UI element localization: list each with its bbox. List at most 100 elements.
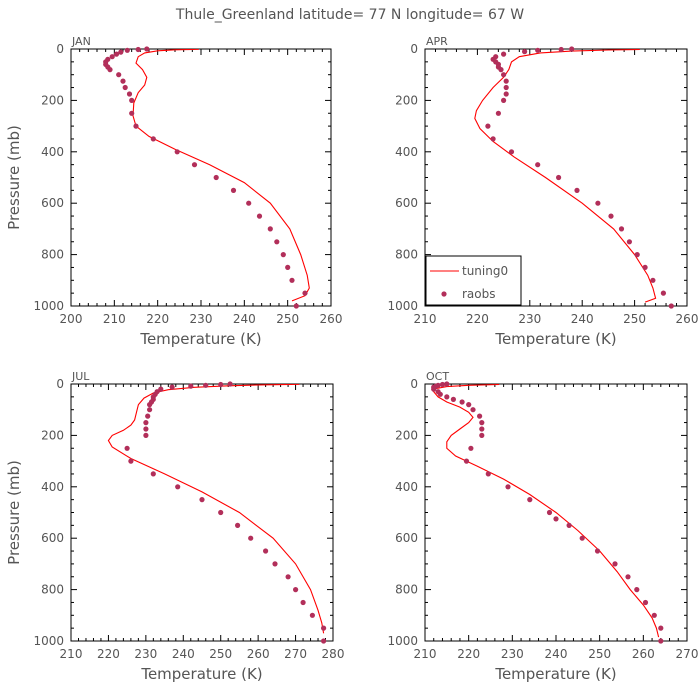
model-line-jul [107, 384, 325, 634]
obs-point [143, 432, 149, 438]
obs-point [203, 382, 209, 388]
obs-point [145, 413, 151, 419]
obs-point [612, 561, 618, 567]
obs-point [668, 303, 674, 309]
obs-point [113, 51, 120, 57]
y-tick-label: 600 [395, 531, 418, 545]
obs-point [129, 97, 135, 103]
obs-point [658, 638, 664, 644]
y-tick-label: 1000 [387, 299, 418, 313]
panel-title: APR [426, 35, 448, 48]
y-tick-label: 0 [410, 42, 418, 56]
obs-point [213, 174, 219, 181]
obs-point [107, 67, 113, 73]
obs-point [650, 277, 656, 283]
x-tick-label: 210 [103, 312, 126, 326]
y-tick-label: 400 [41, 145, 64, 159]
legend-box [425, 255, 522, 306]
obs-point [128, 458, 134, 464]
x-tick-label: 250 [209, 647, 232, 661]
obs-point [468, 445, 474, 451]
obs-point [535, 47, 541, 53]
y-tick-label: 800 [41, 248, 64, 262]
y-tick-label: 600 [41, 531, 64, 545]
x-tick-label: 260 [676, 312, 699, 326]
obs-point [558, 46, 564, 53]
obs-point [235, 522, 241, 529]
obs-point [658, 625, 664, 631]
obs-point [218, 509, 224, 516]
obs-point [293, 587, 299, 593]
obs-point [150, 471, 156, 477]
y-tick-label: 0 [56, 42, 64, 56]
x-tick-label: 270 [676, 647, 699, 661]
obs-point [501, 51, 507, 57]
chart-panel-oct: 210 220 230 240 250 260 270 0 200 400 600 800 1000 OC… [387, 370, 698, 683]
obs-point [470, 407, 476, 413]
obs-point [129, 110, 135, 116]
obs-point [444, 394, 450, 400]
y-tick-label: 0 [410, 377, 418, 391]
obs-point [522, 49, 528, 55]
x-tick-label: 250 [276, 312, 299, 326]
obs-point [321, 625, 327, 631]
plot-frame [70, 48, 332, 307]
obs-point [501, 97, 507, 103]
y-tick-label: 800 [395, 583, 418, 597]
obs-point [466, 402, 472, 408]
obs-point [143, 420, 149, 426]
obs-point [495, 110, 501, 116]
obs-point [293, 303, 299, 309]
legend-marker-swatch [441, 291, 447, 297]
y-tick-label: 0 [56, 377, 64, 391]
obs-point [437, 391, 443, 397]
x-tick-label: 210 [414, 647, 437, 661]
obs-point [594, 548, 601, 554]
obs-point [246, 200, 252, 206]
obs-point [444, 381, 450, 387]
obs-point [285, 264, 291, 270]
obs-point [450, 396, 456, 402]
obs-point [608, 213, 614, 219]
x-tick-label: 260 [320, 312, 343, 326]
y-axis-label: Pressure (mb) [5, 125, 23, 230]
obs-point [199, 497, 205, 503]
chart-panel-jan: 200 210 220 230 240 250 260 0 200 400 600 800 1000 JA… [5, 35, 342, 348]
x-tick-label: 220 [457, 647, 480, 661]
x-tick-label: 230 [190, 312, 213, 326]
chart-panel-apr: 210 220 230 240 250 260 0 200 400 600 800 1000 APR Te… [387, 35, 698, 348]
obs-point [501, 72, 507, 78]
obs-point [191, 162, 198, 168]
legend-label-model: tuning0 [462, 264, 508, 278]
obs-point [300, 599, 306, 606]
obs-point [135, 46, 141, 53]
x-axis-label: Temperature (K) [139, 330, 261, 348]
obs-point [248, 535, 254, 541]
x-tick-label: 270 [284, 647, 307, 661]
obs-point [122, 84, 128, 91]
x-tick-label: 250 [588, 647, 611, 661]
plot-frame [70, 383, 334, 642]
y-tick-label: 600 [41, 196, 64, 210]
obs-point [218, 381, 224, 388]
y-tick-label: 400 [395, 145, 418, 159]
y-tick-label: 200 [395, 428, 418, 442]
figure-title: Thule_Greenland latitude= 77 N longitude… [175, 7, 524, 23]
obs-point [546, 509, 553, 516]
x-axis-label: Temperature (K) [494, 330, 616, 348]
obs-point [642, 264, 648, 270]
x-tick-label: 240 [571, 312, 594, 326]
obs-point [118, 49, 124, 55]
x-tick-label: 200 [60, 312, 83, 326]
obs-point [566, 522, 572, 529]
obs-point [175, 484, 181, 490]
chart-panels: 200 210 220 230 240 250 260 0 200 400 600 800 1000 JA… [5, 35, 698, 683]
obs-point [479, 426, 485, 432]
x-tick-label: 220 [146, 312, 169, 326]
obs-point [569, 46, 575, 52]
obs-point [267, 226, 273, 232]
obs-point [120, 78, 126, 84]
obs-point [579, 535, 585, 541]
obs-point [503, 91, 509, 97]
